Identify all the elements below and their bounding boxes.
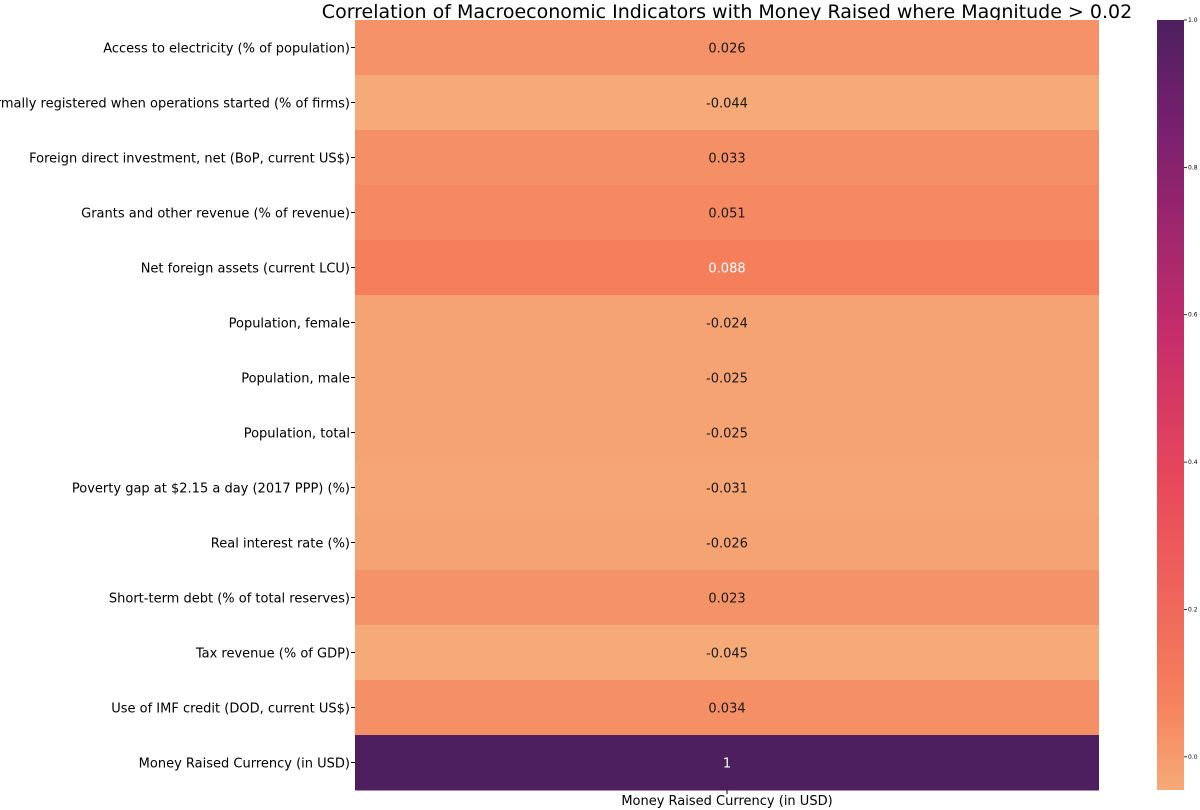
- heatmap-cell: [355, 240, 1099, 296]
- cell-value-label: 0.033: [708, 152, 745, 167]
- cell-value-label: 0.023: [708, 592, 745, 607]
- colorbar-tick-label: 0.4: [1188, 459, 1198, 466]
- row-label: Tax revenue (% of GDP): [195, 647, 350, 662]
- heatmap-cell: [355, 460, 1099, 516]
- colorbar-tick-label: 0.6: [1188, 312, 1198, 319]
- row-label: Real interest rate (%): [211, 537, 350, 552]
- cell-value-label: 0.051: [708, 207, 745, 222]
- heatmap-cell: [355, 20, 1099, 76]
- colorbar-tick-label: 0.8: [1188, 164, 1198, 171]
- row-label: Poverty gap at $2.15 a day (2017 PPP) (%…: [72, 482, 350, 497]
- heatmap-cell: [355, 570, 1099, 626]
- cell-value-label: -0.024: [706, 317, 748, 332]
- chart-title: Correlation of Macroeconomic Indicators …: [322, 1, 1132, 23]
- cell-value-label: 0.034: [708, 702, 745, 717]
- heatmap-cell: [355, 680, 1099, 736]
- row-label: Population, female: [229, 317, 350, 332]
- column-label: Money Raised Currency (in USD): [621, 794, 832, 809]
- heatmap-cell: [355, 625, 1099, 681]
- cell-value-label: -0.026: [706, 537, 748, 552]
- row-label: Grants and other revenue (% of revenue): [81, 207, 350, 222]
- row-label: Net foreign assets (current LCU): [141, 262, 350, 277]
- heatmap-cell: [355, 735, 1099, 791]
- colorbar-tick-label: 1.0: [1188, 17, 1198, 24]
- heatmap-cell: [355, 185, 1099, 241]
- heatmap-cell: [355, 130, 1099, 186]
- colorbar-gradient: [1157, 20, 1184, 790]
- cell-value-label: 0.026: [708, 42, 745, 57]
- colorbar: 0.0 0.2 0.4 0.6 0.8 1.0: [1157, 17, 1198, 790]
- colorbar-tick-label: 0.2: [1188, 606, 1198, 613]
- heatmap-cell: [355, 515, 1099, 571]
- row-label: Population, total: [244, 427, 350, 442]
- colorbar-tick-label: 0.0: [1188, 754, 1198, 761]
- heatmap-cell: [355, 295, 1099, 351]
- heatmap-cell: [355, 75, 1099, 131]
- row-labels: Access to electricity (% of population) F…: [0, 42, 355, 772]
- heatmap-cell: [355, 405, 1099, 461]
- cell-value-label: -0.045: [706, 647, 748, 662]
- row-label: Population, male: [241, 372, 350, 387]
- row-label: Access to electricity (% of population): [103, 42, 350, 57]
- row-label: Money Raised Currency (in USD): [139, 757, 350, 772]
- heatmap-cell: [355, 350, 1099, 406]
- row-label: Use of IMF credit (DOD, current US$): [111, 702, 350, 717]
- cell-value-label: 1: [723, 757, 731, 772]
- heatmap-cells: 0.026 -0.044 0.033 0.051 0.088 -0.024 -0.025 -0…: [355, 20, 1099, 794]
- cell-value-label: -0.031: [706, 482, 748, 497]
- cell-value-label: 0.088: [708, 262, 745, 277]
- cell-value-label: -0.025: [706, 427, 748, 442]
- row-label: Foreign direct investment, net (BoP, cur…: [29, 152, 350, 167]
- row-label: Short-term debt (% of total reserves): [109, 592, 350, 607]
- row-label: Firms formally registered when operation…: [0, 97, 350, 112]
- cell-value-label: -0.044: [706, 97, 748, 112]
- cell-value-label: -0.025: [706, 372, 748, 387]
